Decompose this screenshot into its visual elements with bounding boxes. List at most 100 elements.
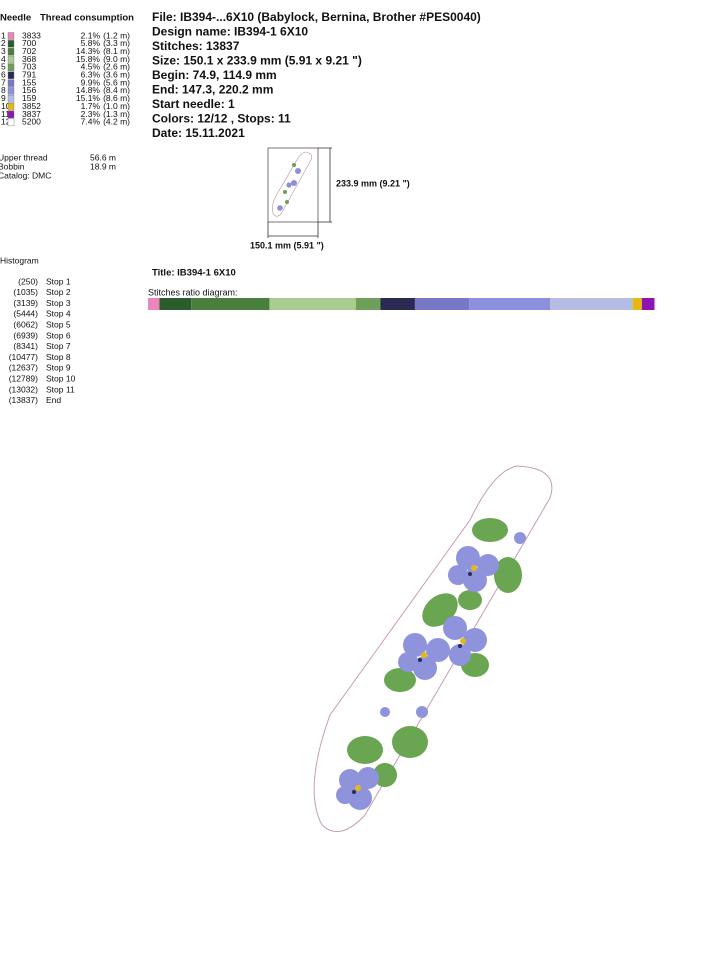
thread-code: 703 — [22, 62, 36, 72]
thread-percent: 14.8% — [76, 85, 101, 95]
ratio-segment — [191, 298, 270, 310]
thread-percent: 7.4% — [81, 117, 101, 127]
thread-length: (5.6 m) — [103, 77, 130, 87]
color-swatch — [7, 102, 15, 111]
thread-code: 3833 — [22, 30, 41, 40]
stop-count: (8341) — [13, 341, 38, 351]
thread-code: 700 — [22, 38, 36, 48]
needle-number: 9 — [1, 93, 6, 103]
thread-length: (4.2 m) — [103, 117, 130, 127]
ratio-segment — [159, 298, 192, 310]
stop-label: Stop 6 — [46, 330, 71, 340]
needle-number: 10 — [1, 101, 11, 111]
thread-code: 156 — [22, 85, 36, 95]
thread-length: (1.0 m) — [103, 101, 130, 111]
thread-percent: 1.7% — [81, 101, 101, 111]
info-line: Date: 15.11.2021 — [152, 126, 245, 140]
ratio-segment — [414, 298, 470, 310]
ratio-segment — [380, 298, 415, 310]
stop-label: Stop 1 — [46, 276, 71, 286]
ratio-segment — [654, 298, 695, 310]
stop-count: (13837) — [9, 395, 38, 405]
stop-label: Stop 5 — [46, 319, 71, 329]
stop-count: (1035) — [13, 287, 38, 297]
needle-number: 6 — [1, 70, 6, 80]
color-swatch — [7, 55, 15, 64]
info-line: Stitches: 13837 — [152, 39, 240, 53]
needle-number: 3 — [1, 46, 6, 56]
needle-number: 4 — [1, 54, 6, 64]
color-swatch — [7, 32, 15, 40]
ratio-segment — [550, 298, 633, 310]
stop-label: Stop 3 — [46, 298, 71, 308]
ratio-segment — [469, 298, 551, 310]
info-line: Start needle: 1 — [152, 97, 235, 111]
width-label: 150.1 mm (5.91 ") — [250, 240, 324, 250]
stop-count: (12637) — [9, 363, 38, 373]
color-swatch — [7, 63, 15, 72]
thread-percent: 14.3% — [76, 46, 101, 56]
catalog: Catalog: DMC — [0, 170, 51, 180]
stop-label: Stop 2 — [46, 287, 71, 297]
thumbnail — [267, 147, 332, 238]
color-swatch — [7, 71, 15, 79]
stop-label: Stop 8 — [46, 352, 71, 362]
upper-label: Upper thread — [0, 152, 48, 162]
ratio-title: Stitches ratio diagram: — [148, 287, 238, 297]
ratio-segment — [641, 298, 655, 310]
thread-header: Thread consumption — [40, 13, 134, 24]
color-swatch — [7, 118, 15, 127]
ratio-segment — [355, 298, 381, 310]
thread-code: 702 — [22, 46, 36, 56]
thread-code: 5200 — [22, 117, 41, 127]
thread-length: (8.6 m) — [103, 93, 130, 103]
info-line: Begin: 74.9, 114.9 mm — [152, 68, 277, 82]
thread-length: (3.6 m) — [103, 70, 130, 80]
thread-length: (3.3 m) — [103, 38, 130, 48]
stop-label: Stop 11 — [46, 384, 75, 394]
stop-count: (5444) — [13, 309, 38, 319]
info-line: Size: 150.1 x 233.9 mm (5.91 x 9.21 ") — [152, 54, 362, 68]
needle-number: 8 — [1, 85, 6, 95]
bobbin-label: Bobbin — [0, 161, 25, 171]
thread-code: 368 — [22, 54, 36, 64]
thread-percent: 2.1% — [81, 30, 101, 40]
color-swatch — [7, 95, 15, 103]
color-swatch — [7, 79, 15, 87]
height-label: 233.9 mm (9.21 ") — [336, 178, 410, 188]
needle-number: 1 — [1, 30, 6, 40]
thread-code: 791 — [22, 70, 36, 80]
ratio-segment — [148, 298, 160, 310]
stop-count: (6062) — [13, 319, 38, 329]
stop-count: (10477) — [9, 352, 38, 362]
thread-code: 3852 — [22, 101, 41, 111]
stop-label: End — [46, 395, 61, 405]
ratio-segment — [269, 298, 356, 310]
stop-count: (3139) — [13, 298, 38, 308]
stop-count: (13032) — [9, 384, 38, 394]
thread-length: (8.1 m) — [103, 46, 130, 56]
thread-percent: 5.8% — [81, 38, 101, 48]
preview-title: Title: IB394-1 6X10 — [152, 268, 236, 279]
thread-percent: 4.5% — [81, 62, 101, 72]
stop-count: (250) — [18, 276, 38, 286]
color-swatch — [7, 87, 15, 95]
thread-percent: 9.9% — [81, 77, 101, 87]
thread-length: (1.3 m) — [103, 109, 130, 119]
stop-label: Stop 9 — [46, 363, 71, 373]
thread-length: (9.0 m) — [103, 54, 130, 64]
bobbin-value: 18.9 m — [90, 161, 116, 171]
stop-label: Stop 7 — [46, 341, 71, 351]
stop-count: (12789) — [9, 373, 38, 383]
needle-number: 7 — [1, 77, 6, 87]
thread-code: 3837 — [22, 109, 41, 119]
thread-percent: 15.8% — [76, 54, 101, 64]
thread-code: 155 — [22, 77, 36, 87]
info-line: End: 147.3, 220.2 mm — [152, 83, 273, 97]
needle-number: 5 — [1, 62, 6, 72]
ratio-segment — [632, 298, 642, 310]
thread-percent: 2.3% — [81, 109, 101, 119]
thread-length: (2.6 m) — [103, 62, 130, 72]
thread-percent: 15.1% — [76, 93, 101, 103]
needle-header: Needle — [0, 13, 31, 24]
